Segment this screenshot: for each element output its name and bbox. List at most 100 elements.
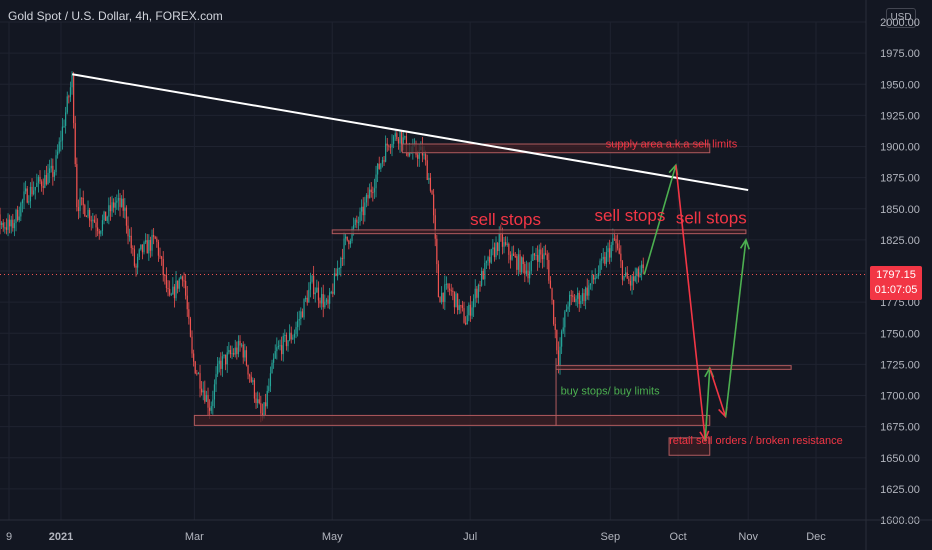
candle-body (101, 220, 104, 231)
candle-body (333, 273, 336, 294)
y-tick-label: 1675.00 (880, 422, 920, 434)
candle-body (575, 298, 577, 302)
candle-body (583, 293, 585, 302)
candle-body (253, 380, 256, 399)
candle-body (276, 347, 278, 352)
candle-body (233, 353, 235, 355)
grid-lines (0, 21, 866, 521)
candle-body (383, 159, 385, 162)
y-tick-label: 1600.00 (880, 515, 920, 527)
candle-body (218, 360, 220, 364)
zone-supply (401, 143, 711, 154)
candle-body (133, 249, 136, 266)
candle-body (145, 240, 147, 243)
bar-countdown: 01:07:05 (874, 284, 918, 296)
candle-body (327, 299, 329, 304)
zone-broken-resistance (668, 437, 711, 456)
candle-body (409, 152, 411, 156)
candle-body (25, 188, 27, 192)
candle-body (429, 177, 432, 191)
zone-demand-left (193, 414, 557, 426)
candle-body (477, 284, 480, 298)
candle-body (295, 327, 297, 334)
candle-body (1, 222, 3, 225)
candle-body (175, 280, 177, 299)
candle-body (106, 216, 108, 221)
candle-body (487, 257, 489, 262)
candle-body (82, 197, 84, 206)
candle-body (493, 247, 496, 258)
candle-body (580, 300, 582, 304)
annotation-label: sell stops (594, 206, 665, 225)
y-tick-label: 1625.00 (880, 484, 920, 496)
candle-body (618, 248, 620, 254)
candle-body (569, 294, 571, 307)
candle-body (154, 236, 156, 239)
candle-body (50, 165, 52, 169)
candle-body (37, 176, 40, 183)
candle-body (391, 143, 393, 148)
candle-body (143, 242, 145, 253)
currency-label[interactable]: USD (886, 8, 916, 28)
candle-body (201, 388, 203, 393)
y-tick-label: 1850.00 (880, 204, 920, 216)
candle-body (225, 354, 227, 365)
candle-body (188, 309, 190, 319)
y-tick-label: 1875.00 (880, 173, 920, 185)
candle-body (394, 133, 396, 137)
candle-body (441, 292, 443, 303)
candle-body (271, 362, 273, 374)
candle-body (29, 186, 32, 202)
candle-body (170, 294, 172, 296)
candle-body (370, 189, 372, 193)
candle-body (492, 247, 494, 250)
candle-body (237, 340, 240, 355)
candle-body (138, 249, 140, 257)
y-axis[interactable]: 1600.00 1625.00 1650.00 1675.00 1700.00 1725.… (865, 0, 920, 550)
symbol-title[interactable]: Gold Spot / U.S. Dollar, 4h, FOREX.com (8, 9, 223, 23)
candle-body (217, 363, 219, 375)
candle-body (631, 276, 633, 286)
candle-body (28, 201, 30, 203)
candle-body (81, 197, 83, 199)
candle-body (466, 315, 468, 325)
candle-body (204, 390, 206, 402)
candle-body (353, 224, 355, 229)
candle-body (593, 274, 595, 280)
candle-body (642, 264, 644, 269)
candle-body (359, 211, 361, 223)
candle-body (514, 255, 516, 257)
candle-body (402, 137, 404, 145)
candle-body (122, 198, 124, 211)
candle-body (197, 373, 200, 375)
x-axis[interactable]: 9 2021 Mar May Jul Sep Oct Nov Dec (0, 519, 932, 543)
candle-body (215, 374, 217, 385)
candle-body (130, 235, 132, 249)
candle-body (588, 285, 590, 296)
candle-body (241, 344, 243, 346)
y-tick-label: 1950.00 (880, 79, 920, 91)
candle-body (5, 227, 8, 230)
candle-body (426, 160, 428, 181)
candle-body (84, 205, 86, 217)
candle-body (300, 311, 302, 320)
candle-body (89, 209, 91, 221)
candle-body (202, 390, 204, 393)
annotation-label: sell stops (470, 210, 541, 229)
candle-body (114, 202, 116, 208)
annotation-label: retail sell orders / broken resistance (669, 435, 843, 447)
candle-body (637, 268, 640, 277)
candle-body (596, 276, 598, 278)
candle-body (268, 386, 270, 391)
candle-body (10, 219, 12, 227)
candle-body (309, 281, 312, 290)
candle-body (0, 214, 1, 225)
candle-body (613, 238, 616, 240)
candle-body (181, 276, 184, 281)
candle-body (31, 186, 33, 195)
candle-body (100, 230, 102, 234)
y-tick-label: 1650.00 (880, 453, 920, 465)
candle-body (313, 275, 315, 295)
candle-body (135, 265, 137, 268)
